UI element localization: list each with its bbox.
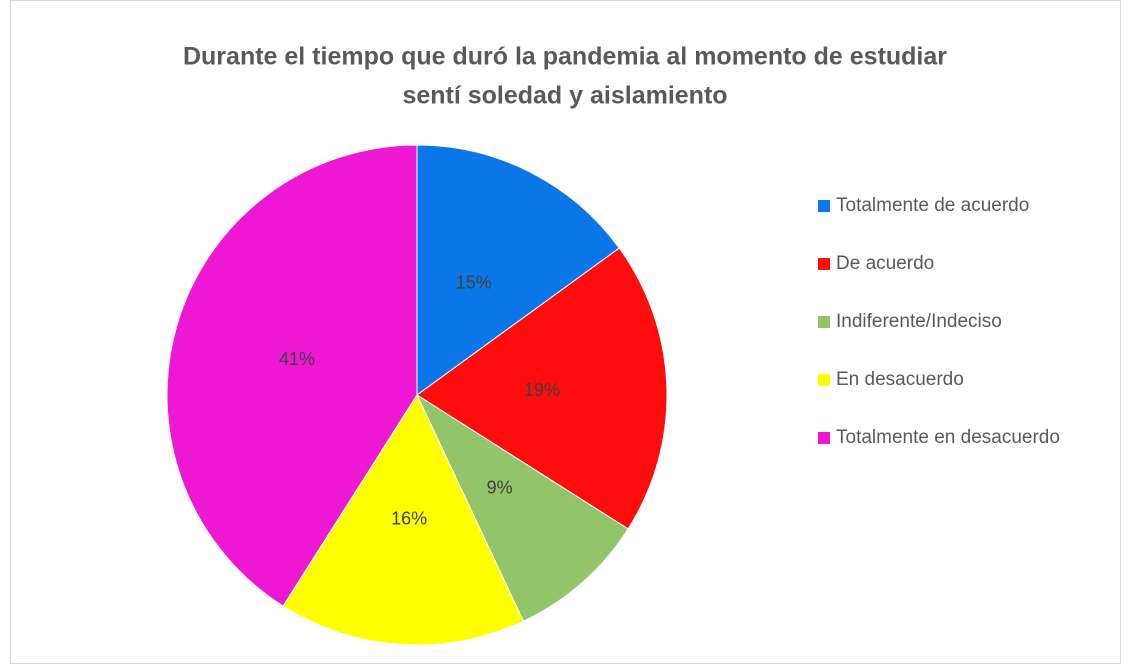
data-label: 15% bbox=[456, 272, 492, 292]
data-label: 41% bbox=[279, 349, 315, 369]
data-label: 16% bbox=[391, 509, 427, 529]
pie-slice bbox=[166, 144, 418, 607]
legend-swatch bbox=[818, 200, 830, 212]
legend-label: De acuerdo bbox=[836, 253, 934, 274]
pie-slice bbox=[416, 247, 668, 530]
legend-swatch bbox=[818, 432, 830, 444]
pie-slice bbox=[282, 393, 525, 646]
legend-label: Indiferente/Indeciso bbox=[836, 311, 1002, 332]
data-label: 19% bbox=[524, 380, 560, 400]
chart-title: Durante el tiempo que duró la pandemia a… bbox=[183, 43, 947, 71]
legend-label: En desacuerdo bbox=[836, 369, 964, 390]
legend-swatch bbox=[818, 316, 830, 328]
data-label: 9% bbox=[487, 478, 513, 498]
pie-slice bbox=[416, 144, 620, 396]
pie-slice bbox=[415, 393, 629, 622]
legend-label: Totalmente en desacuerdo bbox=[836, 427, 1060, 448]
legend-label: Totalmente de acuerdo bbox=[836, 195, 1029, 216]
chart-title: sentí soledad y aislamiento bbox=[402, 82, 727, 110]
legend-swatch bbox=[818, 258, 830, 270]
legend-swatch bbox=[818, 374, 830, 386]
